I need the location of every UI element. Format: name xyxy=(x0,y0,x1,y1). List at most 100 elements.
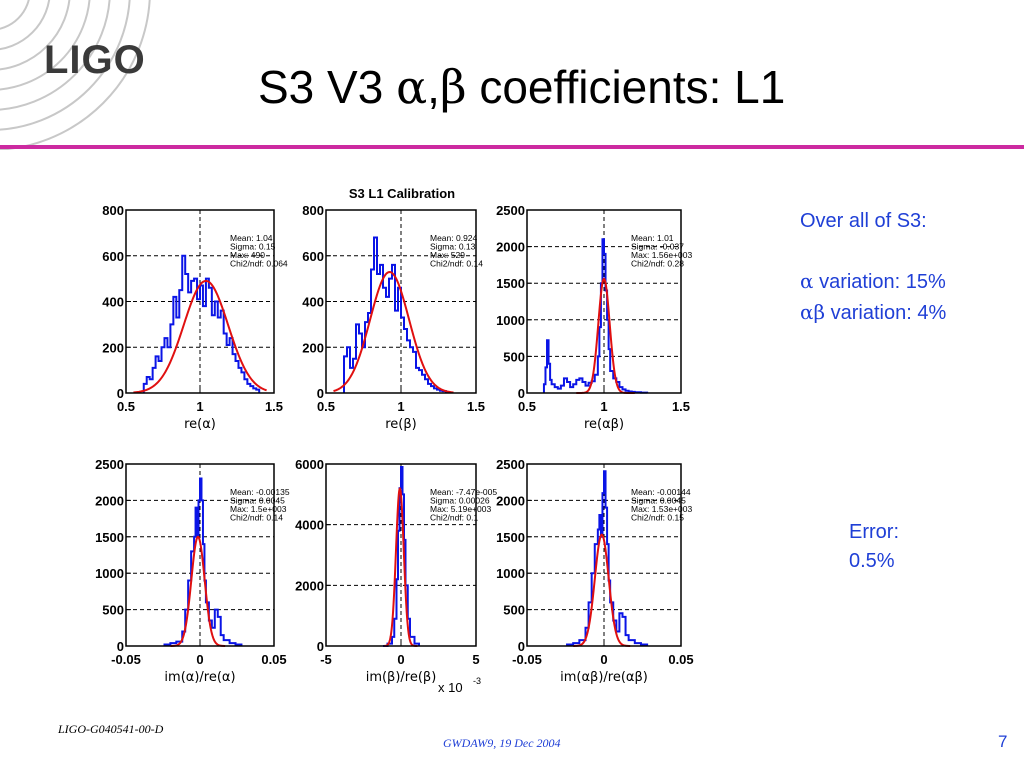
histogram-panel-2: 0.5 1 1.5 0 200 400 600 800 re(β) Mean: 0.924Sigm… xyxy=(302,203,485,432)
stats-line: Max: 5.19e+003 xyxy=(430,504,491,514)
y-tick-label: 200 xyxy=(102,340,124,355)
stats-line: Max: 1.56e+003 xyxy=(631,250,692,260)
y-tick-label: 0 xyxy=(117,639,124,654)
alphabeta-variation-text: variation: 4% xyxy=(825,302,947,324)
stats-line: Mean: 1.01 xyxy=(631,233,674,243)
stats-line: Max: 490 xyxy=(230,250,265,260)
y-tick-label: 1000 xyxy=(95,566,124,581)
x-tick-label: 0.05 xyxy=(261,652,286,667)
stats-line: Chi2/ndf: 0.14 xyxy=(430,259,483,269)
histogram-series xyxy=(542,238,649,394)
chart-suptitle: S3 L1 Calibration xyxy=(349,186,455,201)
histogram-panel-6: -0.05 0 0.0505001000150020002500im(αβ)/re(… xyxy=(496,457,694,685)
y-tick-label: 600 xyxy=(102,249,124,264)
histogram-panel-1: 0.5 1 1.5 0 200 400 600 800 re(α) Mean: 1.04Sigma… xyxy=(102,203,288,432)
y-tick-label: 500 xyxy=(102,603,124,618)
stats-line: Max: 529 xyxy=(430,250,465,260)
y-tick-label: 0 xyxy=(317,386,324,401)
gaussian-fit-curve xyxy=(576,277,635,394)
title-beta: β xyxy=(439,60,467,114)
x-tick-label: 1 xyxy=(196,399,203,414)
x-axis-unit: x 10 xyxy=(438,680,463,695)
ligo-logo: LIGO xyxy=(44,38,146,82)
stats-line: Mean: 1.04 xyxy=(230,233,273,243)
x-axis-label: re(α) xyxy=(184,417,216,432)
y-tick-label: 800 xyxy=(302,203,324,218)
page-number: 7 xyxy=(998,732,1008,751)
stats-line: Mean: -0.00135 xyxy=(230,487,290,497)
x-tick-label: -0.05 xyxy=(512,652,542,667)
x-tick-label: 0 xyxy=(600,652,607,667)
alphabeta-symbol: αβ xyxy=(800,300,826,324)
stats-line: Sigma: -0.037 xyxy=(631,242,684,252)
stats-line: Sigma: 0.15 xyxy=(230,242,276,252)
stats-line: Sigma: 0.00026 xyxy=(430,496,490,506)
y-tick-label: 2500 xyxy=(496,457,525,472)
y-tick-label: 1500 xyxy=(95,530,124,545)
histogram-panel-4: -0.05 0 0.0505001000150020002500im(α)/re(α… xyxy=(95,457,290,685)
histogram-series xyxy=(566,470,649,646)
stats-line: Chi2/ndf: 0.15 xyxy=(631,513,684,523)
x-tick-label: 0 xyxy=(397,652,404,667)
y-tick-label: 4000 xyxy=(295,518,324,533)
stats-line: Chi2/ndf: 0.14 xyxy=(230,513,283,523)
histogram-series xyxy=(142,254,261,393)
stats-line: Sigma: 0.0045 xyxy=(631,496,686,506)
y-tick-label: 0 xyxy=(518,639,525,654)
summary-panel: Over all of S3: α variation: 15% αβ vari… xyxy=(800,206,946,328)
event-label: GWDAW9, 19 Dec 2004 xyxy=(443,736,561,750)
y-tick-label: 400 xyxy=(102,295,124,310)
gaussian-fit-curve xyxy=(333,270,454,394)
calibration-histogram-grid: S3 L1 Calibration 0.5 1 1.5 0 200 400 600 800 re(… xyxy=(95,186,694,695)
alpha-symbol: α xyxy=(800,269,814,293)
y-tick-label: 500 xyxy=(503,349,525,364)
y-tick-label: 200 xyxy=(302,340,324,355)
histogram-panel-3: 0.5 1 1.5 0 500 1000 1500 2000 2500 re(αβ) Mean: 1… xyxy=(496,203,692,432)
gaussian-fit-curve xyxy=(384,486,418,647)
stats-line: Max: 1.53e+003 xyxy=(631,504,692,514)
title-suffix: coefficients: L1 xyxy=(466,61,786,113)
y-tick-label: 6000 xyxy=(295,457,324,472)
y-tick-label: 1500 xyxy=(496,530,525,545)
stats-line: Mean: -7.47e-005 xyxy=(430,487,497,497)
y-tick-label: 0 xyxy=(117,386,124,401)
gaussian-fit-curve xyxy=(133,279,267,394)
histogram-series xyxy=(343,236,447,393)
title-alpha: α xyxy=(396,60,428,114)
y-tick-label: 2000 xyxy=(95,493,124,508)
x-axis-label: im(β)/re(β) xyxy=(366,670,437,685)
alpha-variation: α variation: 15% xyxy=(800,266,946,297)
x-tick-label: 0.5 xyxy=(317,399,335,414)
y-tick-label: 500 xyxy=(503,603,525,618)
x-axis-unit-exponent: -3 xyxy=(473,676,481,686)
x-tick-label: 0.5 xyxy=(117,399,135,414)
gaussian-fit-curve xyxy=(573,533,631,647)
y-tick-label: 0 xyxy=(317,639,324,654)
stats-line: Sigma: 0.0045 xyxy=(230,496,285,506)
x-axis-label: im(αβ)/re(αβ) xyxy=(560,670,648,685)
stats-line: Chi2/ndf: 0.28 xyxy=(631,259,684,269)
stats-line: Sigma: 0.13 xyxy=(430,242,476,252)
y-tick-label: 400 xyxy=(302,295,324,310)
title-comma: , xyxy=(427,61,440,113)
x-axis-label: re(β) xyxy=(385,417,417,432)
stats-line: Mean: 0.924 xyxy=(430,233,478,243)
alphabeta-variation: αβ variation: 4% xyxy=(800,297,946,328)
x-tick-label: 1.5 xyxy=(265,399,283,414)
x-tick-label: 1.5 xyxy=(672,399,690,414)
x-tick-label: 1.5 xyxy=(467,399,485,414)
x-tick-label: 1 xyxy=(397,399,404,414)
histogram-series xyxy=(383,466,420,647)
title-divider xyxy=(0,145,1024,149)
x-tick-label: 0.5 xyxy=(518,399,536,414)
error-label: Error: xyxy=(849,521,899,543)
y-tick-label: 2500 xyxy=(95,457,124,472)
stats-line: Chi2/ndf: 0.064 xyxy=(230,259,288,269)
gaussian-fit-curve xyxy=(170,535,226,647)
x-tick-label: 1 xyxy=(600,399,607,414)
error-value: 0.5% xyxy=(849,550,895,572)
x-tick-label: -0.05 xyxy=(111,652,141,667)
stats-line: Mean: -0.00144 xyxy=(631,487,691,497)
y-tick-label: 1000 xyxy=(496,566,525,581)
